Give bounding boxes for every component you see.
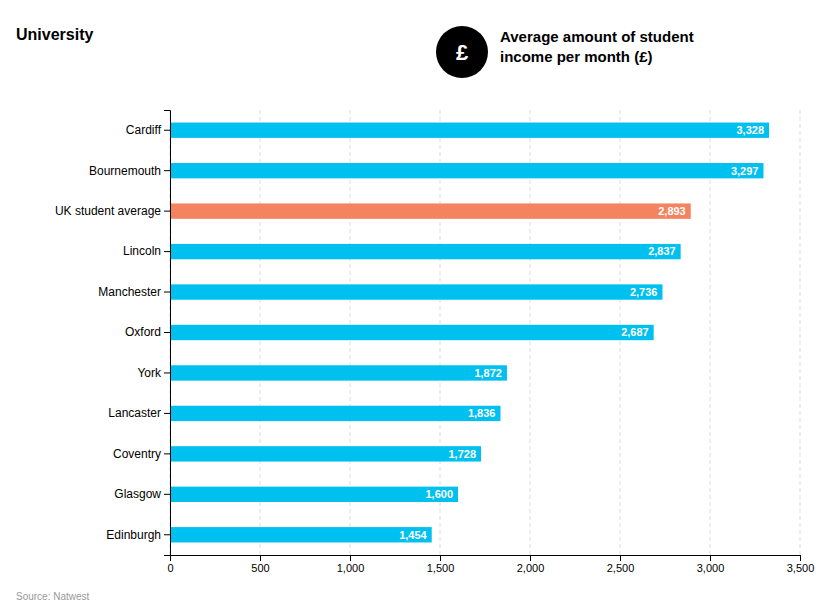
y-tick: Oxford — [125, 325, 170, 339]
x-tick-label: 1,500 — [427, 562, 455, 574]
bar — [170, 365, 507, 380]
icon-label: £ — [456, 40, 469, 65]
y-axis-title: University — [16, 26, 93, 43]
bar — [170, 446, 481, 461]
y-axis: Cardiff Bournemouth UK student average Linc… — [55, 111, 171, 556]
y-tick-label: UK student average — [55, 204, 161, 218]
y-tick-label: Cardiff — [126, 123, 162, 137]
icon: £ — [436, 26, 488, 78]
data-label: 1,728 — [449, 448, 477, 460]
bar — [170, 123, 769, 138]
y-tick-mark — [164, 170, 170, 171]
y-tick-mark — [164, 453, 170, 454]
y-tick-label: Lancaster — [108, 406, 161, 420]
data-label: 2,893 — [658, 205, 686, 217]
y-tick-label: Oxford — [125, 325, 161, 339]
x-tick-label: 3,500 — [787, 562, 815, 574]
x-tick: 1,000 — [337, 555, 365, 574]
y-tick-label: Manchester — [98, 285, 161, 299]
x-tick-label: 2,000 — [517, 562, 545, 574]
data-label: 3,297 — [731, 165, 759, 177]
y-tick: Cardiff — [126, 123, 170, 137]
title-line: Average amount of student — [500, 28, 694, 45]
bar — [170, 325, 654, 340]
data-label: 1,836 — [468, 407, 496, 419]
bar — [170, 244, 681, 259]
y-tick-mark — [164, 251, 170, 252]
x-tick-label: 2,500 — [607, 562, 635, 574]
x-tick: 2,000 — [517, 555, 545, 574]
bar — [170, 203, 691, 218]
x-tick-mark — [350, 555, 351, 561]
x-tick: 0 — [167, 555, 173, 574]
y-tick-mark — [164, 534, 170, 535]
data-label: 3,328 — [737, 124, 765, 136]
x-tick-label: 500 — [251, 562, 269, 574]
chart: 3,328 3,297 2,893 2,837 2,736 2,687 1,872 1,836… — [0, 0, 830, 610]
y-tick-mark — [164, 372, 170, 373]
x-tick-label: 1,000 — [337, 562, 365, 574]
title: Average amount of student income per mont… — [500, 28, 694, 65]
data-label: 1,872 — [474, 367, 502, 379]
y-tick-label: York — [137, 366, 162, 380]
y-tick: Manchester — [98, 285, 170, 299]
y-tick-label: Lincoln — [123, 244, 161, 258]
x-axis-line — [171, 556, 801, 562]
y-tick-label: Glasgow — [114, 487, 161, 501]
plot-area: 3,328 3,297 2,893 2,837 2,736 2,687 1,872 1,836… — [55, 110, 814, 574]
y-tick-mark — [164, 130, 170, 131]
grid-line — [800, 110, 801, 555]
bar — [170, 527, 432, 542]
x-tick-mark — [530, 555, 531, 561]
bars — [170, 123, 769, 543]
y-tick: UK student average — [55, 204, 170, 218]
x-tick: 3,500 — [787, 555, 815, 574]
data-label: 2,837 — [648, 245, 676, 257]
x-tick-mark — [620, 555, 621, 561]
x-tick-mark — [260, 555, 261, 561]
x-tick-label: 3,000 — [697, 562, 725, 574]
data-label: 1,454 — [399, 529, 427, 541]
data-label: 1,600 — [425, 488, 453, 500]
x-tick: 1,500 — [427, 555, 455, 574]
y-tick: York — [137, 366, 170, 380]
y-tick-label: Edinburgh — [106, 528, 161, 542]
bar — [170, 487, 458, 502]
x-tick: 2,500 — [607, 555, 635, 574]
y-tick: Edinburgh — [106, 528, 170, 542]
y-tick-mark — [164, 211, 170, 212]
data-label: 2,687 — [621, 326, 649, 338]
y-tick-mark — [164, 494, 170, 495]
icon-circle — [436, 26, 488, 78]
y-tick-mark — [164, 292, 170, 293]
y-tick: Coventry — [113, 447, 170, 461]
y-tick: Lancaster — [108, 406, 170, 420]
y-tick-label: Coventry — [113, 447, 161, 461]
x-tick: 500 — [251, 555, 269, 574]
bar — [170, 163, 763, 178]
x-tick-mark — [440, 555, 441, 561]
y-axis-line — [164, 111, 171, 556]
x-axis: 0 500 1,000 1,500 2,000 2,500 3,000 3,500 — [167, 555, 814, 574]
bar — [170, 406, 500, 421]
x-tick-mark — [710, 555, 711, 561]
y-tick-label: Bournemouth — [89, 164, 161, 178]
y-tick: Glasgow — [114, 487, 170, 501]
data-labels: 3,328 3,297 2,893 2,837 2,736 2,687 1,872 1,836… — [399, 124, 764, 541]
source: Source: Natwest — [16, 591, 90, 602]
grid — [170, 110, 800, 555]
x-tick-label: 0 — [167, 562, 173, 574]
x-tick-mark — [800, 555, 801, 561]
y-tick-mark — [164, 413, 170, 414]
data-label: 2,736 — [630, 286, 658, 298]
x-tick: 3,000 — [697, 555, 725, 574]
y-tick: Bournemouth — [89, 164, 170, 178]
y-tick: Lincoln — [123, 244, 170, 258]
y-tick-mark — [164, 332, 170, 333]
title-line: income per month (£) — [500, 48, 653, 65]
bar — [170, 284, 662, 299]
